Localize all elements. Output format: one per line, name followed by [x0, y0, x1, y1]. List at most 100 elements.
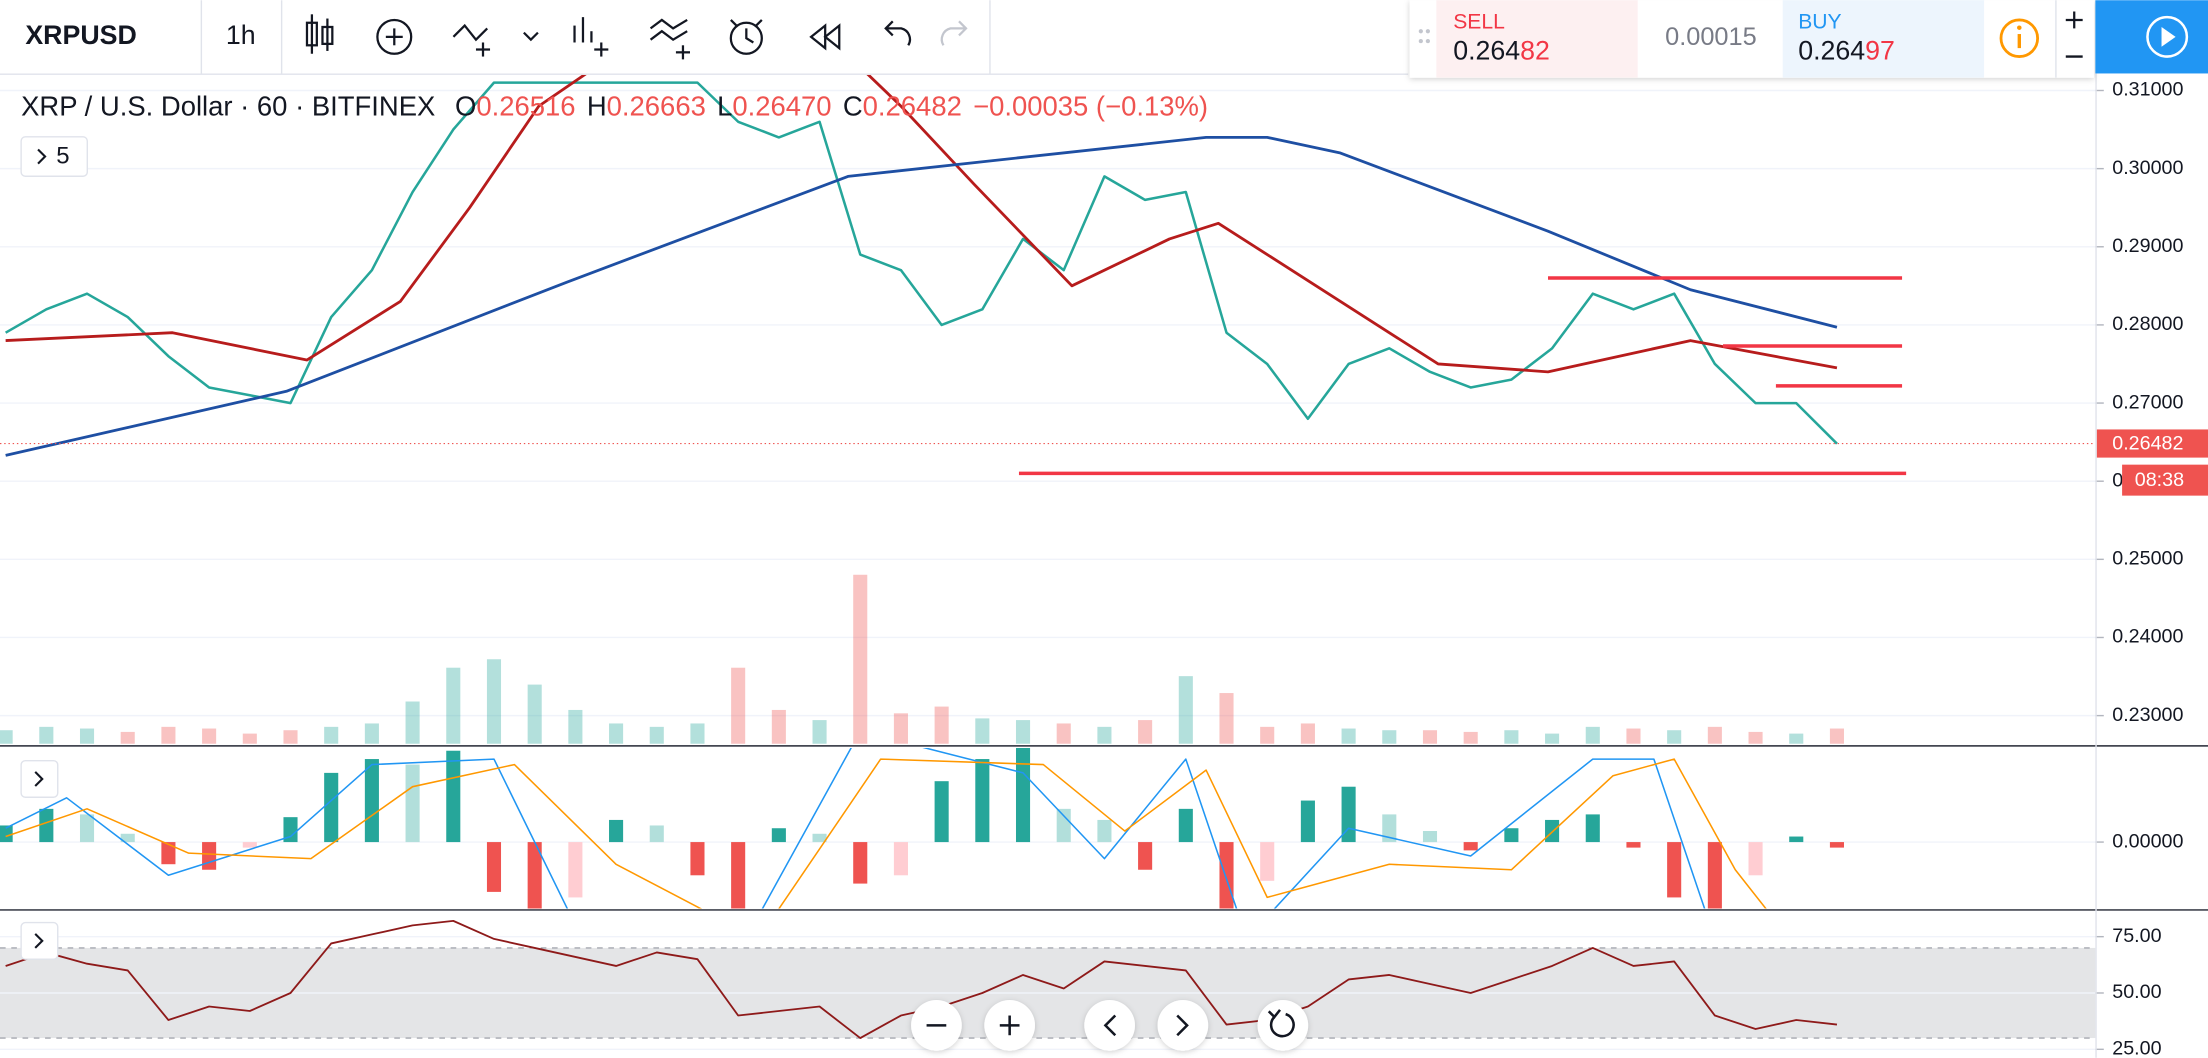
volume-bar — [690, 723, 705, 744]
high-value: 0.26663 — [607, 91, 706, 122]
macd-plot — [0, 747, 1844, 909]
y-tick-label: 50.00 — [2112, 981, 2161, 1003]
volume-bar — [1545, 733, 1560, 744]
volume-bar — [934, 706, 949, 744]
redo-icon[interactable] — [940, 20, 968, 46]
macd-histogram-bar — [446, 750, 461, 843]
y-tick-label: 0.31000 — [2112, 79, 2183, 101]
close-label: C — [843, 91, 863, 122]
sell-price: 0.26482 — [1453, 35, 1550, 65]
low-label: L — [717, 91, 732, 122]
nav-icons — [926, 1009, 1295, 1038]
volume-bar — [79, 728, 95, 744]
volume-bar — [1667, 730, 1682, 744]
pane-toggles[interactable] — [20, 759, 59, 960]
play-icon[interactable] — [2146, 15, 2189, 58]
volume-bar — [364, 723, 379, 744]
macd-histogram-bar — [1300, 800, 1315, 843]
y-tick-label: 25.00 — [2112, 1038, 2161, 1058]
volume-bar — [242, 733, 257, 744]
size-buttons[interactable] — [2065, 11, 2083, 58]
countdown-label: 08:38 — [2135, 469, 2184, 491]
macd-histogram-bar — [1748, 842, 1763, 876]
macd-histogram-bar — [690, 842, 705, 876]
volume-bar — [1422, 730, 1438, 744]
open-value: 0.26516 — [476, 91, 575, 122]
last-price-label: 0.26482 — [2112, 432, 2183, 454]
macd-histogram-bar — [0, 825, 13, 843]
y-tick-label: 75.00 — [2112, 925, 2161, 947]
macd-histogram-bar — [1422, 831, 1438, 843]
legend-title: XRP / U.S. Dollar · 60 · BITFINEX — [21, 91, 435, 122]
volume-bar — [1382, 730, 1397, 744]
macd-histogram-bar — [1667, 842, 1682, 898]
y-tick-label: 0.23000 — [2112, 704, 2183, 726]
last-price-box — [2096, 429, 2208, 458]
y-tick-label: 0.28000 — [2112, 313, 2183, 335]
volume-bar — [853, 574, 868, 744]
macd-histogram-bar — [771, 828, 786, 843]
buy-price: 0.26497 — [1798, 35, 1895, 65]
info-icon[interactable] — [1999, 18, 2040, 58]
macd-histogram-bar — [39, 808, 54, 843]
buy-button[interactable] — [1782, 0, 1985, 78]
macd-histogram-bar — [1341, 786, 1356, 843]
buy-label: BUY — [1798, 10, 1841, 33]
volume-bar — [1504, 730, 1519, 744]
volume-bar — [975, 718, 990, 744]
macd-histogram-bar — [527, 842, 542, 909]
dividers — [280, 0, 991, 74]
macd-histogram-bar — [1178, 808, 1193, 843]
volume-bar — [1219, 693, 1234, 744]
toolbar-icons[interactable] — [305, 14, 912, 60]
volume-bar — [202, 728, 217, 744]
macd-histogram-bar — [934, 781, 949, 843]
macd-histogram-bar — [79, 814, 95, 843]
low-value: 0.26470 — [732, 91, 831, 122]
volume-bar — [893, 713, 908, 744]
open-label: O — [455, 91, 476, 122]
volume-bar — [1178, 676, 1193, 744]
macd-histogram-bar — [486, 842, 502, 892]
y-tick-label: 0.30000 — [2112, 157, 2183, 179]
volume-bar — [609, 723, 624, 744]
price-plot — [5, 74, 1907, 476]
panes: 0.310000.300000.290000.280000.270000.260… — [0, 74, 2208, 1058]
volume-bar — [1585, 726, 1600, 744]
drag-handle — [1418, 29, 1430, 44]
interval[interactable]: 1h — [226, 20, 256, 50]
sell-price-main: 0.264 — [1453, 35, 1520, 65]
volume-bar — [1707, 726, 1722, 744]
volume-bar — [1015, 720, 1031, 744]
y-tick-label: 0.29000 — [2112, 235, 2183, 257]
volume-bar — [161, 726, 176, 744]
volume-bar — [283, 730, 298, 744]
volume-bar — [1341, 728, 1356, 744]
macd-histogram-bar — [405, 764, 420, 843]
volume-bar — [1138, 720, 1153, 744]
volume-bar — [446, 667, 461, 744]
sell-button[interactable] — [1436, 0, 1638, 78]
sell-label: SELL — [1453, 10, 1505, 33]
macd-histogram-bar — [893, 842, 908, 876]
macd-histogram-bar — [1463, 842, 1478, 851]
change-value: −0.00035 (−0.13%) — [973, 91, 1208, 122]
volume-bar — [486, 659, 502, 744]
volume-bar — [1056, 723, 1071, 744]
symbol[interactable]: XRPUSD — [25, 20, 136, 50]
sell-price-pips: 82 — [1520, 35, 1550, 65]
macd-histogram-bar — [1504, 828, 1519, 843]
macd-histogram-bar — [812, 833, 827, 843]
indicators-toggle[interactable] — [20, 136, 89, 177]
macd-histogram-bar — [1260, 842, 1275, 881]
line-series — [5, 135, 1838, 457]
volume-bar — [812, 720, 827, 744]
macd-histogram-bar — [202, 842, 217, 870]
volume-bar — [324, 726, 339, 744]
volume-bar — [1829, 728, 1844, 744]
replay-panel[interactable] — [2095, 0, 2208, 74]
line-series — [5, 747, 1706, 909]
macd-histogram-bar — [1829, 842, 1844, 848]
